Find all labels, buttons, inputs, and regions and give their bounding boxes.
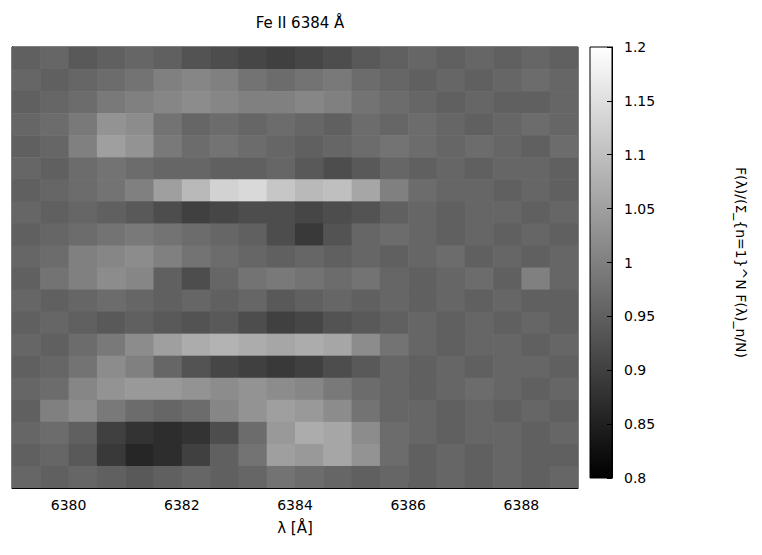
svg-text:0.9: 0.9 [624, 362, 646, 378]
svg-text:Fe II 6384 Å: Fe II 6384 Å [256, 13, 345, 32]
svg-text:6384: 6384 [277, 497, 313, 513]
svg-text:6388: 6388 [504, 497, 540, 513]
svg-text:1.2: 1.2 [624, 39, 646, 55]
svg-text:1.1: 1.1 [624, 147, 646, 163]
svg-text:6380: 6380 [51, 497, 87, 513]
svg-text:1.05: 1.05 [624, 201, 655, 217]
svg-text:0.95: 0.95 [624, 308, 655, 324]
svg-text:F(λ)/(Σ_{n=1}^N F(λ)_n/N): F(λ)/(Σ_{n=1}^N F(λ)_n/N) [733, 167, 749, 358]
svg-text:1: 1 [624, 255, 633, 271]
svg-text:6386: 6386 [390, 497, 426, 513]
svg-text:1.15: 1.15 [624, 93, 655, 109]
svg-text:6382: 6382 [164, 497, 200, 513]
svg-text:λ [Å]: λ [Å] [277, 518, 313, 537]
svg-text:0.8: 0.8 [624, 470, 646, 486]
svg-text:0.85: 0.85 [624, 416, 655, 432]
